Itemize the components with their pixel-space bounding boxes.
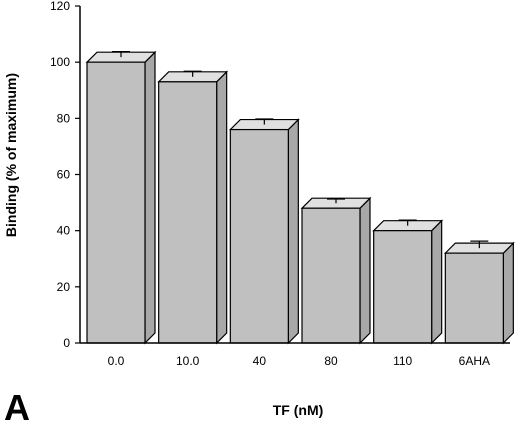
bar-side bbox=[144, 50, 156, 345]
bars-group bbox=[85, 50, 515, 345]
y-axis-title: Binding (% of maximum) bbox=[3, 73, 19, 237]
x-tick-label: 10.0 bbox=[176, 354, 200, 368]
y-tick-label: 0 bbox=[63, 336, 70, 350]
y-axis: 0 20 40 60 80 100 120 bbox=[50, 0, 81, 350]
bar bbox=[86, 61, 146, 344]
y-tick-label: 40 bbox=[57, 224, 71, 238]
bar-side bbox=[216, 70, 228, 345]
bar bbox=[158, 81, 218, 344]
y-tick-label: 120 bbox=[50, 0, 70, 13]
x-tick-label: 40 bbox=[253, 354, 267, 368]
panel-label: A bbox=[4, 387, 30, 424]
bar-side bbox=[359, 196, 371, 345]
bar-side bbox=[502, 241, 514, 345]
bar bbox=[444, 252, 504, 344]
x-axis-title: TF (nM) bbox=[273, 402, 324, 418]
y-tick-label: 20 bbox=[57, 280, 71, 294]
x-tick-label: 80 bbox=[324, 354, 338, 368]
x-tick-label: 110 bbox=[393, 354, 412, 368]
x-tick-label: 0.0 bbox=[108, 354, 125, 368]
y-tick-label: 80 bbox=[57, 111, 71, 125]
x-tick-label: 6AHA bbox=[459, 354, 490, 368]
bar-side bbox=[431, 219, 443, 345]
bar-side bbox=[287, 118, 299, 345]
x-axis: 0.0 10.0 40 80 110 6AHA bbox=[80, 342, 510, 368]
y-tick-label: 60 bbox=[57, 168, 71, 182]
bar bbox=[301, 207, 361, 344]
bar bbox=[373, 230, 433, 344]
bar bbox=[229, 128, 289, 344]
y-tick-label: 100 bbox=[50, 55, 70, 69]
